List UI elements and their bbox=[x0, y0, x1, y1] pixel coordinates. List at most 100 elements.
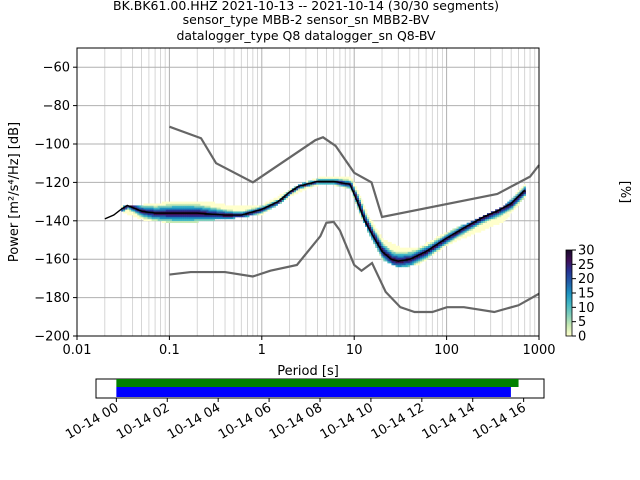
psd-density-cell bbox=[245, 205, 248, 208]
psd-density-cell bbox=[413, 257, 417, 260]
psd-density-cell bbox=[509, 205, 512, 208]
psd-density-cell bbox=[202, 216, 205, 220]
psd-density-cell bbox=[426, 241, 429, 245]
psd-density-cell bbox=[419, 249, 423, 252]
psd-density-cell bbox=[377, 241, 380, 245]
psd-density-cell bbox=[214, 216, 217, 220]
psd-density-cell bbox=[173, 211, 177, 214]
psd-density-cell bbox=[468, 230, 472, 233]
psd-density-cell bbox=[413, 251, 417, 254]
psd-density-cell bbox=[192, 213, 195, 216]
psd-density-cell bbox=[169, 205, 173, 208]
psd-density-cell bbox=[143, 213, 146, 216]
psd-density-cell bbox=[196, 207, 199, 210]
psd-density-cell bbox=[493, 213, 496, 216]
psd-density-cell bbox=[442, 238, 445, 241]
psd-density-cell bbox=[360, 201, 364, 204]
psd-density-cell bbox=[151, 205, 154, 208]
psd-density-cell bbox=[391, 249, 394, 252]
psd-density-cell bbox=[436, 238, 439, 241]
psd-density-cell bbox=[173, 201, 177, 204]
psd-density-cell bbox=[373, 241, 376, 245]
psd-density-cell bbox=[202, 218, 205, 222]
psd-density-cell bbox=[151, 203, 154, 206]
psd-density-cell bbox=[519, 190, 522, 193]
psd-density-cell bbox=[501, 215, 504, 218]
psd-density-cell bbox=[373, 228, 376, 231]
psd-density-cell bbox=[163, 205, 167, 208]
psd-density-cell bbox=[151, 213, 154, 216]
psd-density-cell bbox=[230, 215, 234, 218]
psd-density-cell bbox=[383, 251, 386, 254]
psd-density-cell bbox=[387, 249, 390, 252]
psd-density-cell bbox=[204, 215, 207, 218]
psd-density-cell bbox=[241, 205, 244, 208]
psd-density-cell bbox=[385, 247, 388, 250]
psd-density-cell bbox=[495, 220, 498, 224]
psd-density-cell bbox=[151, 218, 154, 222]
x-tick-label: 10 bbox=[346, 343, 363, 358]
psd-density-cell bbox=[362, 207, 366, 210]
psd-density-cell bbox=[365, 218, 368, 222]
psd-density-cell bbox=[484, 220, 488, 224]
psd-density-cell bbox=[482, 220, 486, 224]
psd-density-cell bbox=[515, 195, 518, 199]
psd-density-cell bbox=[474, 218, 478, 222]
psd-density-cell bbox=[165, 211, 169, 214]
psd-density-cell bbox=[139, 213, 142, 216]
psd-density-cell bbox=[415, 263, 419, 266]
psd-density-cell bbox=[436, 249, 439, 252]
psd-density-cell bbox=[218, 207, 221, 210]
psd-density-cell bbox=[206, 218, 209, 222]
psd-density-cell bbox=[454, 240, 457, 243]
psd-density-cell bbox=[413, 259, 417, 262]
psd-density-cell bbox=[173, 218, 177, 222]
psd-density-cell bbox=[216, 207, 219, 210]
psd-density-cell bbox=[338, 184, 341, 187]
psd-density-cell bbox=[482, 222, 486, 225]
psd-density-cell bbox=[354, 199, 358, 202]
psd-density-cell bbox=[523, 195, 526, 199]
psd-density-cell bbox=[200, 207, 203, 210]
psd-density-cell bbox=[125, 211, 128, 214]
psd-density-cell bbox=[417, 263, 421, 266]
psd-density-cell bbox=[373, 240, 376, 243]
psd-density-cell bbox=[220, 205, 224, 208]
psd-density-cell bbox=[222, 205, 226, 208]
psd-density-cell bbox=[184, 201, 187, 204]
psd-density-cell bbox=[188, 209, 191, 212]
psd-density-cell bbox=[196, 220, 199, 224]
psd-density-cell bbox=[198, 215, 201, 218]
psd-density-cell bbox=[192, 216, 195, 220]
psd-density-cell bbox=[478, 220, 482, 224]
psd-density-cell bbox=[450, 236, 453, 239]
psd-density-cell bbox=[330, 182, 333, 185]
psd-density-cell bbox=[436, 247, 439, 250]
psd-density-cell bbox=[308, 184, 311, 187]
psd-density-cell bbox=[200, 201, 203, 204]
psd-density-cell bbox=[173, 220, 177, 224]
psd-density-cell bbox=[369, 226, 372, 229]
psd-density-cell bbox=[200, 215, 203, 218]
psd-density-cell bbox=[190, 211, 193, 214]
title-block: BK.BK61.00.HHZ 2021-10-13 -- 2021-10-14 … bbox=[113, 0, 499, 43]
psd-density-cell bbox=[190, 216, 193, 220]
psd-density-cell bbox=[184, 205, 187, 208]
psd-density-cell bbox=[452, 230, 455, 233]
psd-density-cell bbox=[212, 207, 215, 210]
psd-density-cell bbox=[505, 213, 508, 216]
psd-density-cell bbox=[190, 203, 193, 206]
timeline-tick-label: 10-14 06 bbox=[216, 400, 274, 442]
psd-density-cell bbox=[375, 234, 378, 237]
psd-density-cell bbox=[521, 195, 524, 199]
psd-density-cell bbox=[210, 201, 213, 204]
psd-density-cell bbox=[480, 222, 484, 225]
psd-density-cell bbox=[507, 205, 510, 208]
psd-density-cell bbox=[393, 251, 396, 254]
psd-density-cell bbox=[460, 232, 463, 235]
psd-density-cell bbox=[472, 232, 476, 235]
psd-density-cell bbox=[513, 201, 516, 204]
psd-density-cell bbox=[165, 220, 169, 224]
psd-density-cell bbox=[371, 222, 374, 225]
psd-density-cell bbox=[383, 240, 386, 243]
